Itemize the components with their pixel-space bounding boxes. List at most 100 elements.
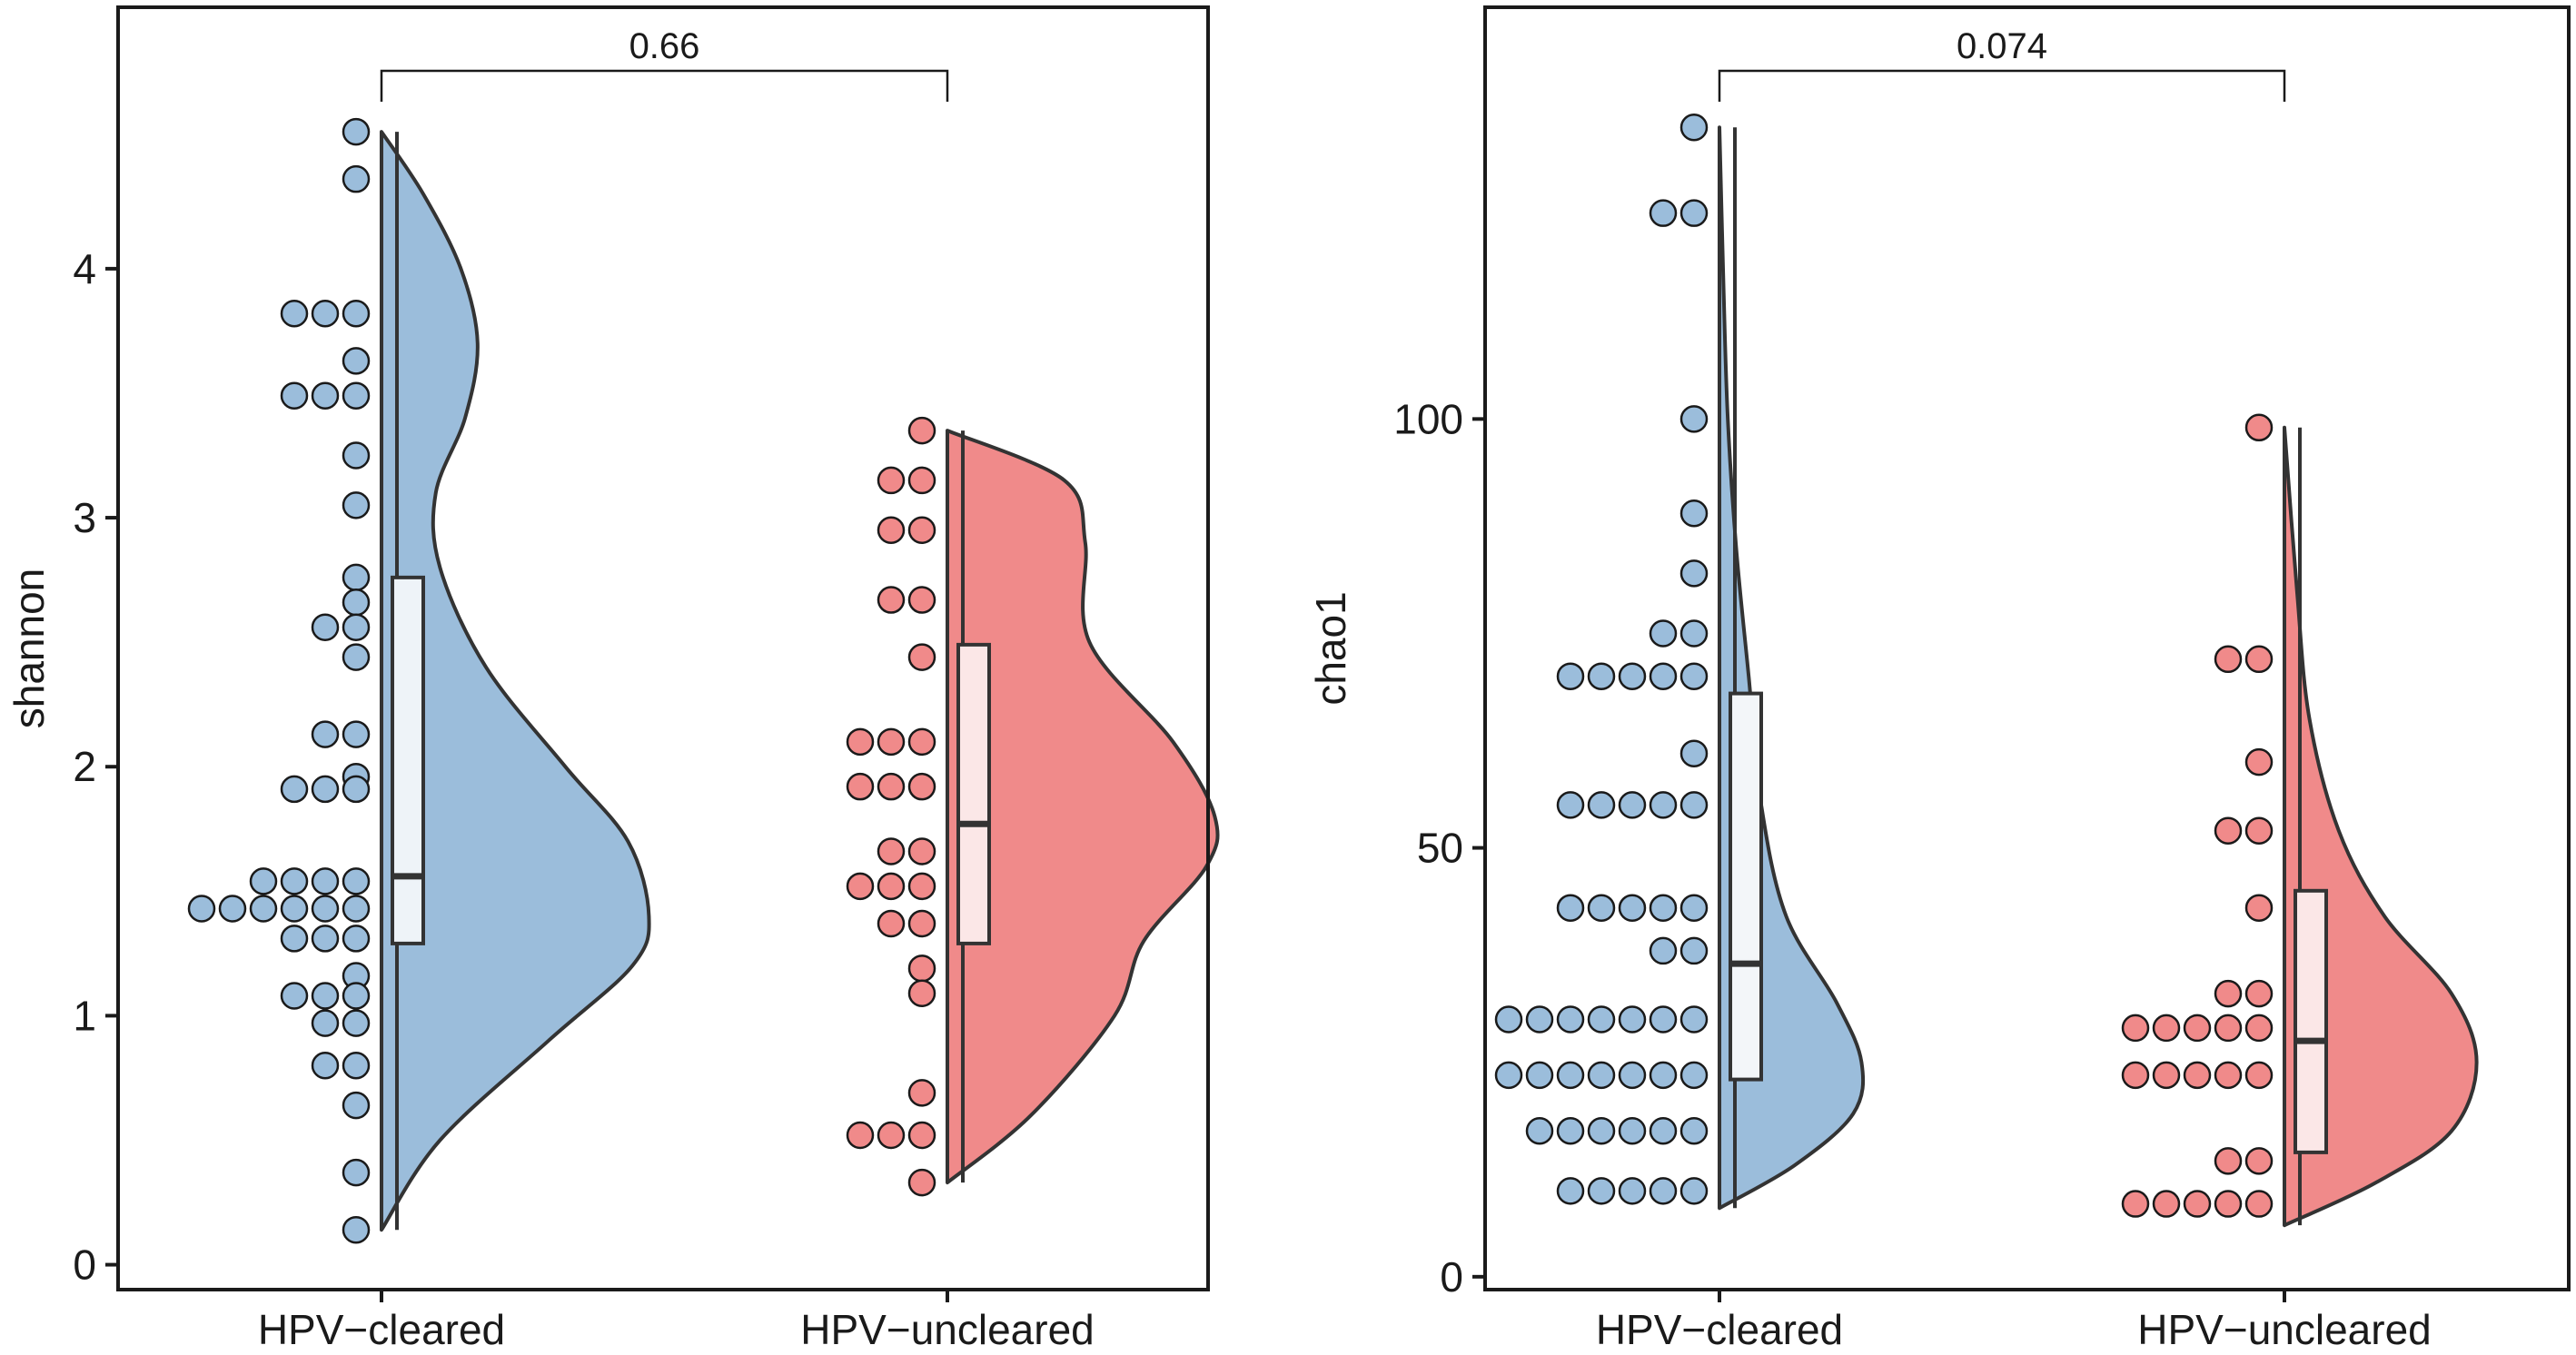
data-point [249, 867, 278, 895]
group-hpv-uncleared [846, 416, 1220, 1197]
data-point [1525, 1117, 1554, 1145]
data-point [907, 1121, 936, 1150]
data-point [846, 1121, 875, 1150]
data-point [907, 909, 936, 938]
data-point [877, 772, 906, 801]
data-point [2244, 894, 2274, 922]
data-point [907, 1168, 936, 1197]
data-point [1649, 1117, 1678, 1145]
data-point [1679, 199, 1709, 227]
data-point [1494, 1061, 1523, 1090]
group-hpv-cleared [1494, 113, 1866, 1211]
data-point [342, 441, 371, 470]
data-point [311, 1009, 340, 1037]
data-point [280, 982, 309, 1010]
data-point [1618, 1177, 1647, 1205]
data-point [907, 837, 936, 865]
x-tick-label-hpv-uncleared: HPV−uncleared [800, 1306, 1094, 1353]
data-point [1679, 499, 1709, 528]
data-point [342, 117, 371, 146]
density-cloud [380, 130, 651, 1232]
data-point [1556, 1117, 1585, 1145]
data-point [1587, 1061, 1616, 1090]
data-point [1649, 894, 1678, 922]
data-point [907, 772, 936, 801]
data-point [1649, 1061, 1678, 1090]
data-point [846, 727, 875, 757]
data-point [1649, 791, 1678, 819]
data-point [311, 925, 340, 953]
data-point [342, 164, 371, 193]
data-point [1587, 1117, 1616, 1145]
data-point [877, 586, 906, 614]
data-point [2214, 1061, 2243, 1090]
data-point [907, 872, 936, 901]
y-tick-label: 0 [73, 1241, 96, 1289]
data-point [2214, 1147, 2243, 1175]
data-point [342, 895, 371, 923]
data-point [311, 982, 340, 1010]
data-point [2183, 1061, 2212, 1090]
data-point [877, 837, 906, 865]
group-hpv-uncleared [2121, 413, 2479, 1228]
data-point [2214, 979, 2243, 1008]
data-point [1556, 662, 1585, 690]
data-point [311, 775, 340, 804]
data-point [877, 466, 906, 495]
data-point [280, 867, 309, 895]
data-point [1649, 199, 1678, 227]
plot-frame [1483, 5, 2571, 1291]
data-point [1618, 662, 1647, 690]
data-point [2214, 645, 2243, 674]
data-point [1556, 791, 1585, 819]
data-point [1679, 1005, 1709, 1034]
y-tick-label: 0 [1440, 1253, 1463, 1301]
data-point [342, 643, 371, 671]
data-point [342, 563, 371, 592]
data-point [877, 516, 906, 545]
data-point [1649, 619, 1678, 648]
data-point [311, 1051, 340, 1080]
data-point [342, 381, 371, 410]
data-point [1556, 894, 1585, 922]
data-point [1618, 1005, 1647, 1034]
bracket-line [1718, 69, 2286, 102]
data-point [2244, 979, 2274, 1008]
data-point [2152, 1014, 2181, 1043]
y-tick-label: 100 [1393, 395, 1463, 442]
plot-frame [116, 5, 1210, 1291]
data-point [2183, 1014, 2212, 1043]
chao1-panel: 0.074 0 50 100 HPV−cleared HPV−uncleared c… [1307, 5, 2571, 1353]
data-point [877, 909, 906, 938]
data-point [2214, 1014, 2243, 1043]
data-point [2244, 413, 2274, 442]
data-point [1587, 662, 1616, 690]
x-tick-label-hpv-cleared: HPV−cleared [258, 1306, 505, 1353]
data-point [2121, 1014, 2150, 1043]
data-point [1679, 894, 1709, 922]
x-tick-label-hpv-cleared: HPV−cleared [1596, 1306, 1843, 1353]
y-tick-label: 50 [1417, 825, 1463, 872]
data-point [2244, 1147, 2274, 1175]
data-point [1679, 619, 1709, 648]
data-point [342, 775, 371, 804]
data-point [1679, 1061, 1709, 1090]
y-axis-ticks: 0 1 2 3 4 [73, 245, 118, 1289]
data-point [311, 867, 340, 895]
data-point [2244, 1061, 2274, 1090]
data-point [1649, 1177, 1678, 1205]
density-cloud [946, 429, 1220, 1185]
y-axis-title: shannon [5, 569, 53, 729]
data-point [1618, 1117, 1647, 1145]
data-point [280, 299, 309, 328]
data-point [1587, 791, 1616, 819]
raincloud-marks [1494, 113, 2479, 1228]
data-point [907, 979, 936, 1007]
data-point [907, 466, 936, 495]
data-point [342, 347, 371, 375]
data-point [846, 872, 875, 901]
data-point [1525, 1005, 1554, 1034]
data-point [342, 1051, 371, 1080]
data-point [1649, 1005, 1678, 1034]
